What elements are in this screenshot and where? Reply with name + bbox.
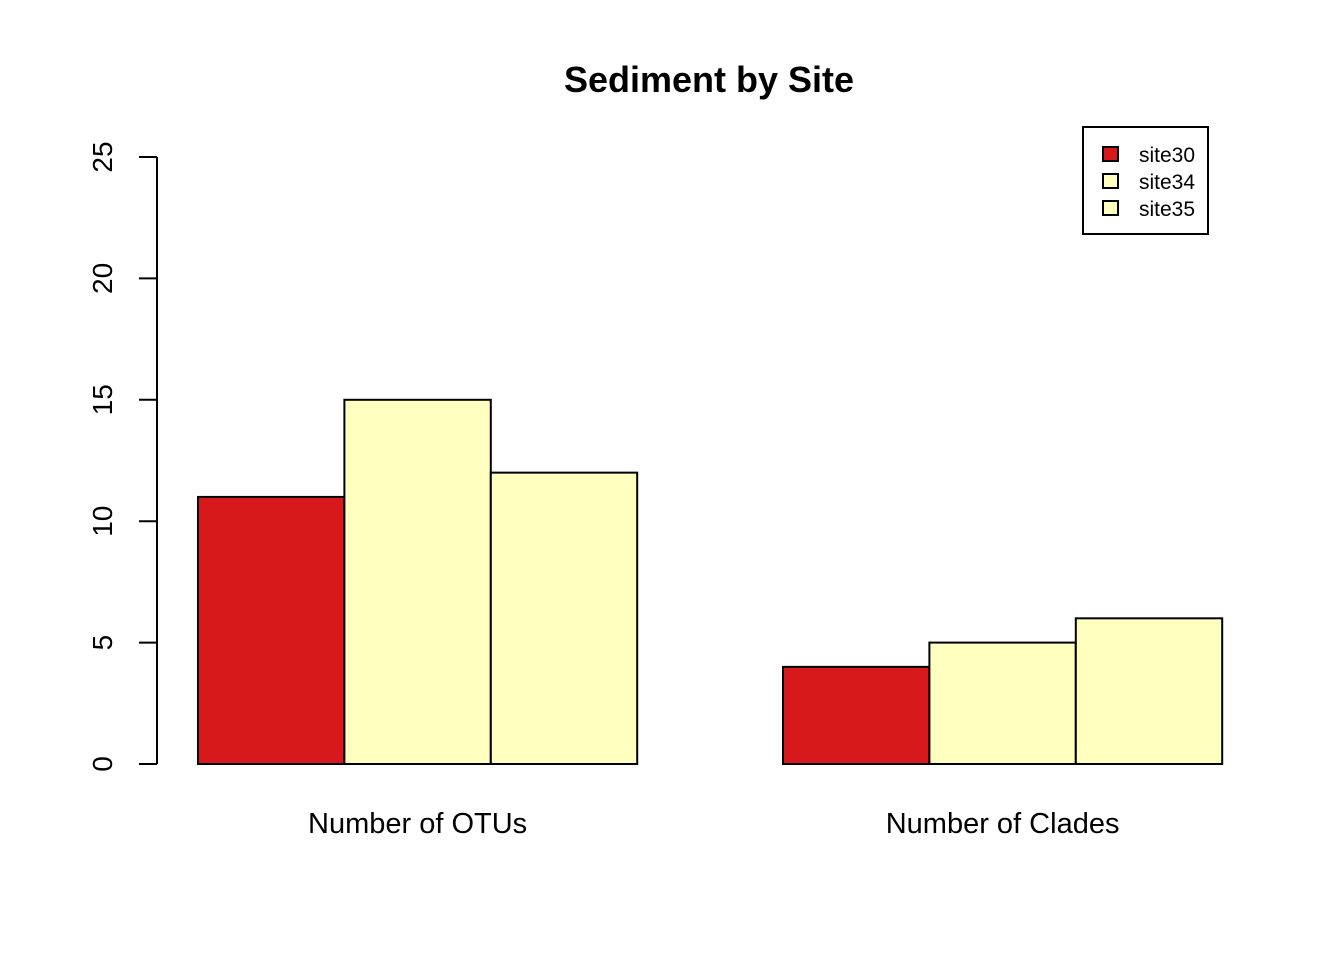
category-label: Number of OTUs — [308, 808, 527, 840]
bar-site34 — [343, 398, 492, 765]
legend: site30 site34 site35 — [1082, 126, 1209, 235]
bar-site30 — [197, 495, 346, 765]
legend-box — [1082, 126, 1209, 235]
bars — [197, 398, 1224, 766]
y-tick-label: 10 — [87, 506, 118, 537]
bar-site35 — [489, 471, 639, 765]
y-tick-label: 0 — [87, 756, 118, 772]
bar-site34 — [928, 641, 1077, 765]
category-label: Number of Clades — [886, 808, 1120, 840]
chart-title: Sediment by Site — [564, 59, 854, 100]
bar-site30 — [782, 665, 931, 766]
legend-swatch — [1102, 200, 1119, 216]
bar-site35 — [1074, 617, 1224, 765]
y-tick-label: 25 — [87, 141, 118, 172]
category-labels: Number of OTUs Number of Clades — [308, 808, 1119, 840]
y-tick-label: 20 — [87, 263, 118, 294]
y-tick-label: 15 — [87, 384, 118, 415]
legend-swatch — [1102, 146, 1119, 162]
legend-label: site30 — [1139, 144, 1195, 167]
y-tick-label: 5 — [87, 635, 118, 651]
legend-label: site34 — [1139, 171, 1195, 194]
legend-label: site35 — [1139, 198, 1195, 221]
y-axis: 0 5 10 15 20 25 — [87, 141, 158, 772]
legend-swatch — [1102, 173, 1119, 189]
